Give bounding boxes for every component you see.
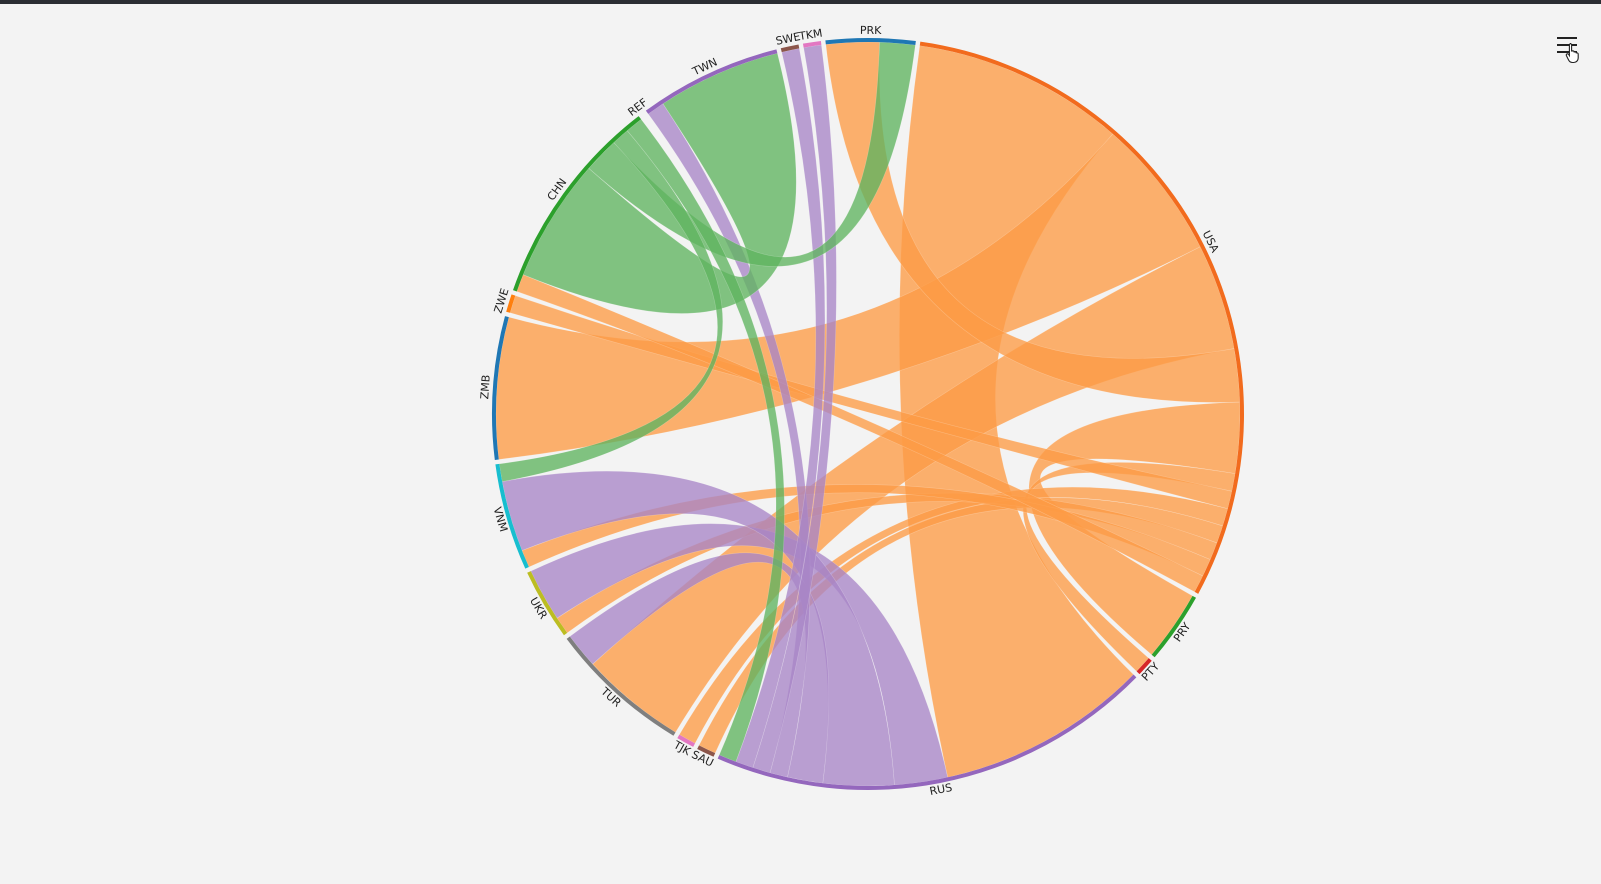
group-arc-tkm[interactable] [802,40,822,48]
group-arc-pry[interactable] [1151,595,1197,658]
group-arc-tur[interactable] [566,636,676,736]
group-label-ref: REF [625,96,650,119]
group-label-rus: RUS [929,781,954,798]
group-label-prk: PRK [860,24,882,37]
group-label-swe: SWE [775,30,802,48]
menu-bar-line [1557,44,1577,46]
group-arc-prk[interactable] [825,38,916,46]
ribbon-rus-swe[interactable] [735,48,826,769]
ribbon-usa-prk[interactable] [825,41,1241,403]
group-arc-pty[interactable] [1136,658,1152,675]
ribbon-usa-zmb[interactable] [495,133,1201,460]
group-arc-ref[interactable] [642,113,645,117]
hand-pointer-icon [1565,42,1579,64]
ribbon-usa-chn[interactable] [516,274,1204,593]
menu-bar-line [1557,37,1577,39]
group-arc-zmb[interactable] [491,316,509,460]
group-arc-ukr[interactable] [527,571,568,636]
group-arc-twn[interactable] [645,49,778,114]
group-arc-sau[interactable] [697,745,716,757]
top-bar [0,0,1601,4]
ribbons-layer [495,41,1241,787]
ribbon-chn-vnm[interactable] [499,130,724,482]
group-label-zmb: ZMB [478,374,493,399]
group-arc-swe[interactable] [780,44,800,53]
menu-bar-line [1557,51,1577,53]
hamburger-menu-icon[interactable] [1552,30,1582,60]
group-arc-zwe[interactable] [506,294,516,313]
group-arcs-layer [491,38,1244,790]
group-arc-vnm[interactable] [495,463,529,569]
ribbon-rus-ukr[interactable] [530,523,949,786]
group-label-tkm: TKM [797,27,823,44]
ribbon-usa-zwe[interactable] [509,295,1233,510]
group-arc-tjk[interactable] [677,734,696,747]
